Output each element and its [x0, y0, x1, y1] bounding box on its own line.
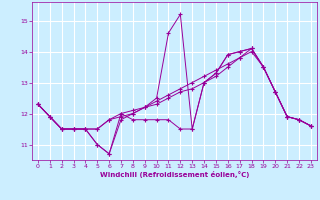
X-axis label: Windchill (Refroidissement éolien,°C): Windchill (Refroidissement éolien,°C) [100, 171, 249, 178]
